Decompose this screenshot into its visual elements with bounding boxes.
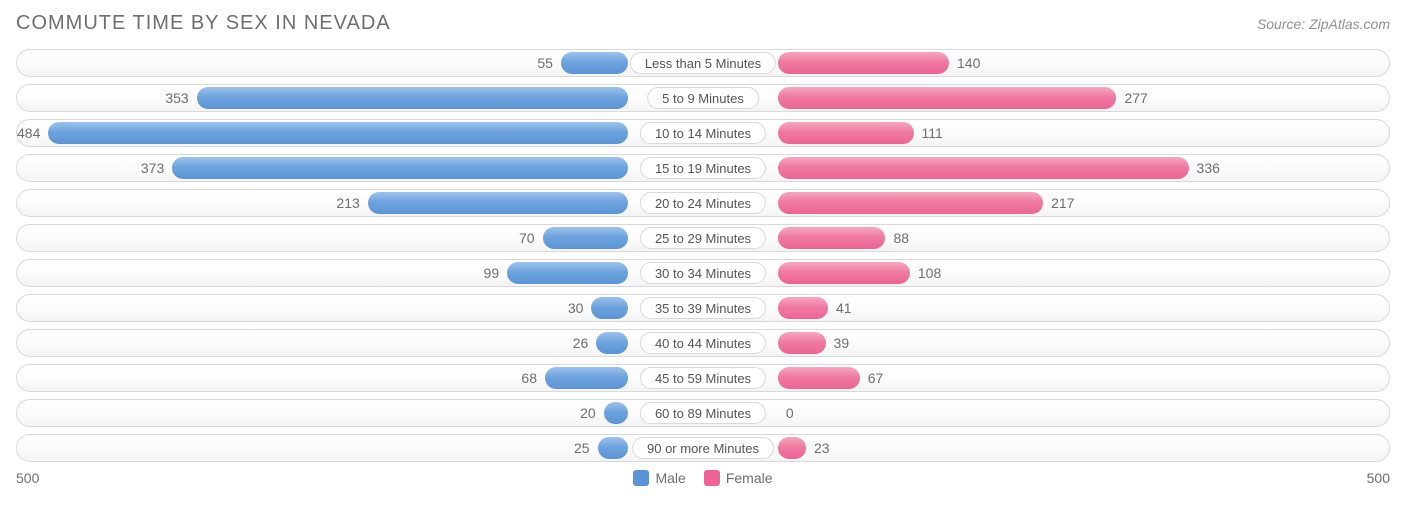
chart-row: 373 336 15 to 19 Minutes — [16, 154, 1390, 182]
chart-row: 213 217 20 to 24 Minutes — [16, 189, 1390, 217]
legend-female: Female — [704, 470, 773, 486]
male-bar — [48, 122, 628, 144]
female-bar — [778, 192, 1043, 214]
male-bar — [545, 367, 628, 389]
female-value-label: 217 — [1051, 195, 1074, 211]
female-value-label: 336 — [1197, 160, 1220, 176]
female-value-label: 88 — [893, 230, 909, 246]
male-value-label: 353 — [165, 90, 188, 106]
male-bar — [604, 402, 628, 424]
male-bar — [561, 52, 628, 74]
male-bar — [368, 192, 628, 214]
male-value-label: 70 — [519, 230, 535, 246]
category-pill: 60 to 89 Minutes — [640, 402, 766, 424]
male-value-label: 25 — [574, 440, 590, 456]
female-bar — [778, 157, 1189, 179]
female-value-label: 23 — [814, 440, 830, 456]
male-value-label: 373 — [141, 160, 164, 176]
male-value-label: 26 — [573, 335, 589, 351]
female-bar — [778, 297, 828, 319]
category-pill: 90 or more Minutes — [632, 437, 774, 459]
category-pill: 40 to 44 Minutes — [640, 332, 766, 354]
chart-row: 55 140 Less than 5 Minutes — [16, 49, 1390, 77]
chart-row: 68 67 45 to 59 Minutes — [16, 364, 1390, 392]
category-pill: 25 to 29 Minutes — [640, 227, 766, 249]
male-bar — [507, 262, 628, 284]
chart-title: COMMUTE TIME BY SEX IN NEVADA — [16, 12, 391, 35]
male-bar — [598, 437, 629, 459]
chart-footer: 500 Male Female 500 — [16, 470, 1390, 486]
chart-row: 353 277 5 to 9 Minutes — [16, 84, 1390, 112]
male-value-label: 213 — [336, 195, 359, 211]
legend: Male Female — [76, 470, 1330, 486]
male-value-label: 68 — [521, 370, 537, 386]
female-bar — [778, 122, 914, 144]
chart-row: 26 39 40 to 44 Minutes — [16, 329, 1390, 357]
male-bar — [197, 87, 628, 109]
female-bar — [778, 367, 860, 389]
female-value-label: 277 — [1124, 90, 1147, 106]
female-bar — [778, 262, 910, 284]
legend-female-label: Female — [726, 470, 773, 486]
female-value-label: 0 — [786, 405, 794, 421]
female-value-label: 67 — [868, 370, 884, 386]
female-value-label: 41 — [836, 300, 852, 316]
female-value-label: 111 — [922, 125, 943, 141]
category-pill: 20 to 24 Minutes — [640, 192, 766, 214]
male-value-label: 30 — [568, 300, 584, 316]
axis-max-right: 500 — [1330, 470, 1390, 486]
legend-male: Male — [633, 470, 685, 486]
male-bar — [172, 157, 628, 179]
chart-header: COMMUTE TIME BY SEX IN NEVADA Source: Zi… — [16, 12, 1390, 35]
chart-row: 25 23 90 or more Minutes — [16, 434, 1390, 462]
female-bar — [778, 52, 949, 74]
chart-row: 99 108 30 to 34 Minutes — [16, 259, 1390, 287]
category-pill: 10 to 14 Minutes — [640, 122, 766, 144]
female-value-label: 140 — [957, 55, 980, 71]
chart-row: 484 111 10 to 14 Minutes — [16, 119, 1390, 147]
female-bar — [778, 332, 826, 354]
male-bar — [543, 227, 629, 249]
chart-row: 70 88 25 to 29 Minutes — [16, 224, 1390, 252]
female-bar — [778, 437, 806, 459]
legend-male-label: Male — [655, 470, 685, 486]
category-pill: 15 to 19 Minutes — [640, 157, 766, 179]
category-pill: 30 to 34 Minutes — [640, 262, 766, 284]
chart-row: 20 0 60 to 89 Minutes — [16, 399, 1390, 427]
commute-chart: COMMUTE TIME BY SEX IN NEVADA Source: Zi… — [0, 0, 1406, 522]
female-bar — [778, 227, 886, 249]
female-value-label: 39 — [834, 335, 850, 351]
category-pill: 45 to 59 Minutes — [640, 367, 766, 389]
chart-source: Source: ZipAtlas.com — [1257, 16, 1390, 32]
male-bar — [596, 332, 628, 354]
category-pill: 5 to 9 Minutes — [647, 87, 759, 109]
male-value-label: 20 — [580, 405, 596, 421]
female-swatch — [704, 470, 720, 486]
male-value-label: 99 — [484, 265, 500, 281]
category-pill: 35 to 39 Minutes — [640, 297, 766, 319]
axis-max-left: 500 — [16, 470, 76, 486]
category-pill: Less than 5 Minutes — [630, 52, 776, 74]
female-bar — [778, 87, 1117, 109]
female-value-label: 108 — [918, 265, 941, 281]
male-value-label: 484 — [17, 125, 40, 141]
chart-rows: 55 140 Less than 5 Minutes 353 277 5 to 9 Min… — [16, 49, 1390, 462]
male-swatch — [633, 470, 649, 486]
chart-row: 30 41 35 to 39 Minutes — [16, 294, 1390, 322]
male-value-label: 55 — [537, 55, 553, 71]
male-bar — [591, 297, 628, 319]
